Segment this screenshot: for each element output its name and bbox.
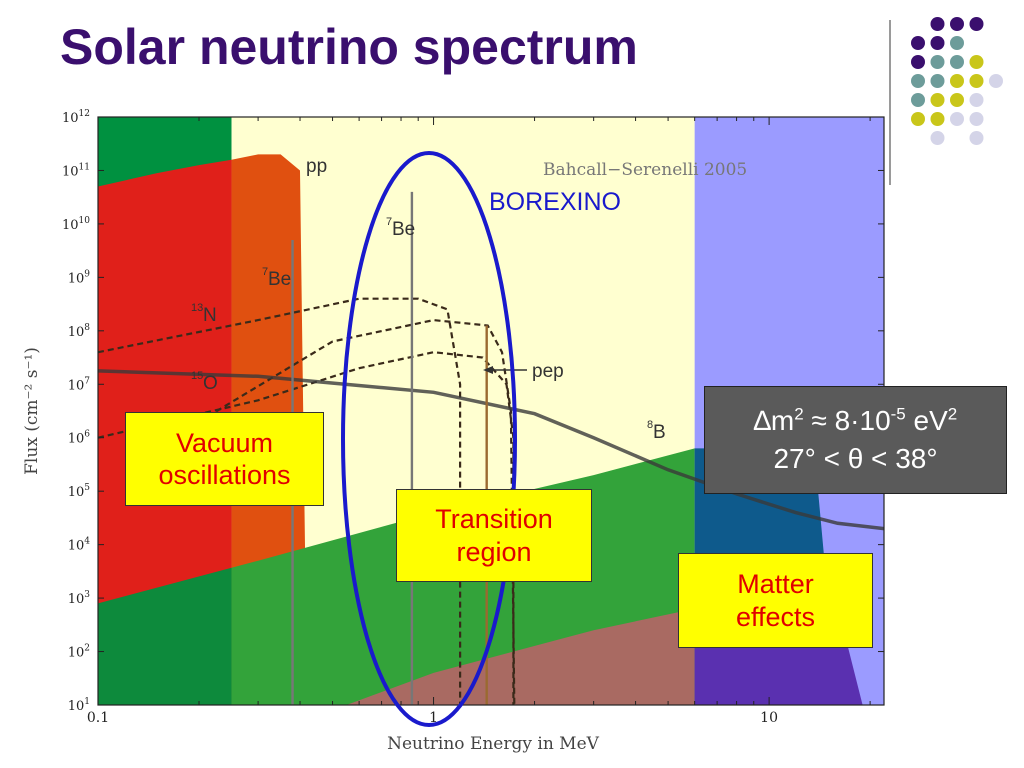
label-b8: B xyxy=(653,422,666,443)
chart-annotation: Bahcall−Serenelli 2005 xyxy=(543,160,747,180)
decor-dot xyxy=(930,112,945,126)
delta-m-squared: ∆m2 ≈ 8·10-5 eV2 xyxy=(754,402,958,440)
decor-dot xyxy=(969,74,984,88)
label-pep: pep xyxy=(532,361,564,382)
y-tick-label: 1011 xyxy=(62,162,90,179)
label-o15: O xyxy=(203,373,218,394)
decor-dot xyxy=(930,74,945,88)
y-tick-label: 109 xyxy=(68,269,91,286)
oscillation-parameters-box: ∆m2 ≈ 8·10-5 eV2 27° < θ < 38° xyxy=(704,386,1007,494)
matter-effects-callout: Matter effects xyxy=(678,553,873,648)
decor-dot xyxy=(930,93,945,107)
theta-range: 27° < θ < 38° xyxy=(773,443,938,474)
y-tick-label: 1012 xyxy=(62,109,90,126)
decor-dot xyxy=(950,17,964,31)
params-dm: ∆m xyxy=(753,405,795,437)
label-be7-high: Be xyxy=(392,219,415,240)
y-axis-title: Flux (cm⁻² s⁻¹) xyxy=(22,347,42,475)
label-b8-mass: 8 xyxy=(647,419,653,431)
label-be7-low: Be xyxy=(268,269,291,290)
params-unit-sup: 2 xyxy=(947,404,958,424)
series-line-13N xyxy=(98,297,462,705)
y-tick-label: 103 xyxy=(68,590,91,607)
decor-dot xyxy=(930,131,945,145)
label-be7-low-mass: 7 xyxy=(262,266,268,278)
decorative-dot-grid xyxy=(911,17,1003,145)
params-exp: -5 xyxy=(890,404,906,424)
label-n13: N xyxy=(203,305,217,326)
params-approx: ≈ 8·10 xyxy=(803,405,891,437)
series-line-15O xyxy=(98,351,515,705)
matter-line1: Matter xyxy=(737,569,814,600)
params-unit: eV xyxy=(905,405,948,437)
borexino-ellipse xyxy=(341,151,517,727)
decor-dot xyxy=(911,112,925,126)
vacuum-line2: oscillations xyxy=(158,460,291,490)
x-tick-label: 1 xyxy=(429,710,438,726)
decor-dot xyxy=(930,36,945,50)
decor-dot xyxy=(930,17,945,31)
label-n13-mass: 13 xyxy=(191,302,203,314)
matter-line2: effects xyxy=(735,601,816,632)
y-tick-label: 102 xyxy=(68,644,90,661)
decor-dot xyxy=(969,131,984,145)
decor-dot xyxy=(950,55,964,69)
y-tick-label: 108 xyxy=(68,323,91,340)
decor-dot xyxy=(911,93,925,107)
decor-dot xyxy=(969,112,984,126)
decor-dot xyxy=(969,55,984,69)
borexino-label: BOREXINO xyxy=(489,188,621,216)
label-be7-high-mass: 7 xyxy=(386,216,392,228)
slide-title: Solar neutrino spectrum xyxy=(60,19,638,75)
y-tick-label: 105 xyxy=(68,483,91,500)
x-axis-title: Neutrino Energy in MeV xyxy=(387,734,600,754)
decor-dot xyxy=(950,112,964,126)
decor-dot xyxy=(950,93,964,107)
vacuum-line1: Vacuum xyxy=(175,427,274,458)
transition-line1: Transition xyxy=(435,504,553,535)
y-tick-label: 107 xyxy=(68,376,91,393)
params-dm-sup: 2 xyxy=(794,404,804,424)
decor-dot xyxy=(969,17,984,31)
decor-dot xyxy=(989,74,1003,88)
y-tick-label: 104 xyxy=(68,537,91,554)
x-tick-label: 0.1 xyxy=(87,710,109,726)
transition-region-callout: Transition region xyxy=(396,489,592,582)
y-tick-label: 106 xyxy=(68,430,91,447)
decor-dot xyxy=(950,36,964,50)
vacuum-oscillations-callout: Vacuum oscillations xyxy=(125,412,324,506)
transition-line2: region xyxy=(456,536,532,567)
title-divider xyxy=(889,20,891,185)
label-pp: pp xyxy=(306,156,327,177)
decor-dot xyxy=(969,93,984,107)
y-tick-label: 1010 xyxy=(62,216,90,233)
decor-dot xyxy=(911,74,925,88)
pep-pointer xyxy=(483,366,527,374)
decor-dot xyxy=(911,36,925,50)
x-tick-label: 10 xyxy=(760,710,778,726)
decor-dot xyxy=(911,55,925,69)
decor-dot xyxy=(950,74,964,88)
decor-dot xyxy=(930,55,945,69)
label-o15-mass: 15 xyxy=(191,370,203,382)
